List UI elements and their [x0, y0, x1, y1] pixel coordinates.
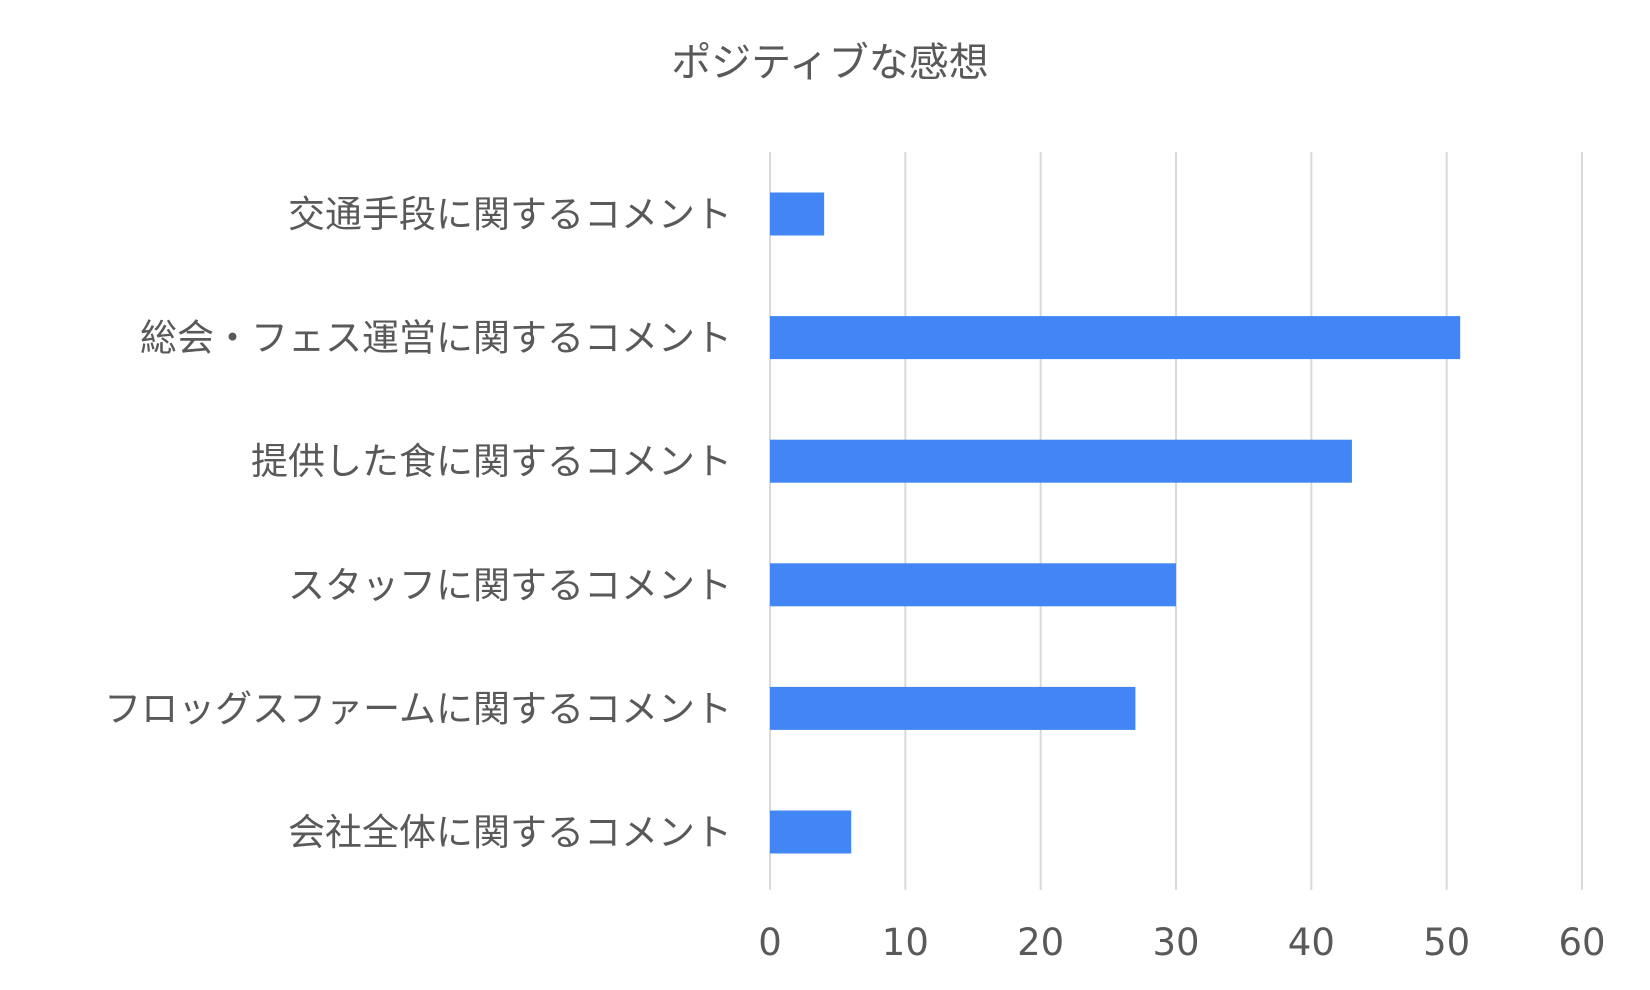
category-label: スタッフに関するコメント — [288, 564, 732, 607]
x-tick-label: 0 — [758, 921, 782, 964]
x-tick-label: 40 — [1288, 921, 1335, 964]
bar — [770, 316, 1461, 360]
bars — [770, 192, 1461, 854]
x-axis-ticks: 0 10 20 30 40 50 60 — [758, 921, 1605, 964]
bar — [770, 192, 825, 236]
chart-title: ポジティブな感想 — [671, 40, 989, 86]
bar — [770, 810, 852, 854]
category-label: 提供した食に関するコメント — [251, 440, 732, 483]
bar — [770, 563, 1176, 607]
category-label: フロッグスファームに関するコメント — [104, 687, 732, 730]
gridlines — [769, 152, 1583, 890]
x-tick-label: 10 — [882, 921, 929, 964]
x-tick-label: 20 — [1017, 921, 1064, 964]
x-tick-label: 50 — [1423, 921, 1470, 964]
bar — [770, 686, 1136, 730]
category-labels: 交通手段に関するコメント総会・フェス運営に関するコメント提供した食に関するコメン… — [104, 193, 732, 854]
category-label: 交通手段に関するコメント — [288, 193, 732, 236]
bar — [770, 439, 1352, 483]
x-tick-label: 30 — [1152, 921, 1199, 964]
x-tick-label: 60 — [1558, 921, 1605, 964]
category-label: 会社全体に関するコメント — [288, 811, 732, 854]
category-label: 総会・フェス運営に関するコメント — [140, 317, 732, 360]
